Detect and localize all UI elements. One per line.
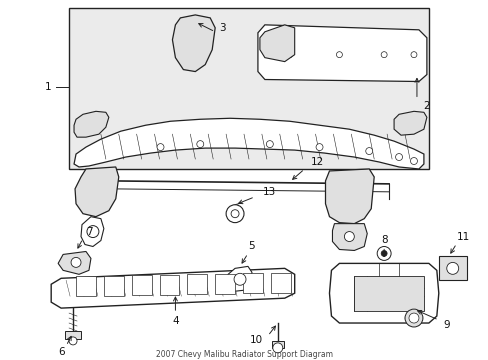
Polygon shape	[227, 266, 251, 291]
Text: 8: 8	[380, 234, 386, 244]
Polygon shape	[74, 118, 423, 169]
Bar	[354, 276, 423, 311]
Polygon shape	[329, 264, 438, 323]
Text: 6: 6	[58, 347, 64, 357]
Bar	[271, 341, 283, 348]
Circle shape	[446, 262, 458, 274]
Bar	[215, 274, 235, 294]
Polygon shape	[260, 25, 294, 62]
Circle shape	[409, 158, 417, 165]
Circle shape	[380, 52, 386, 58]
Bar	[270, 273, 290, 293]
Circle shape	[344, 231, 354, 242]
Bar	[187, 274, 207, 294]
Polygon shape	[81, 217, 103, 247]
Circle shape	[234, 273, 245, 285]
Circle shape	[315, 144, 323, 150]
Text: 5: 5	[248, 242, 255, 252]
Bar	[243, 273, 263, 293]
Circle shape	[225, 205, 244, 222]
Circle shape	[376, 247, 390, 260]
Text: 7: 7	[85, 226, 92, 237]
Bar	[69, 8, 428, 169]
Polygon shape	[51, 268, 294, 308]
Polygon shape	[75, 167, 119, 217]
Text: 3: 3	[218, 23, 225, 33]
Bar	[438, 256, 466, 280]
Polygon shape	[74, 111, 109, 137]
Text: 12: 12	[310, 157, 324, 167]
Polygon shape	[332, 224, 366, 251]
Circle shape	[410, 52, 416, 58]
Polygon shape	[58, 252, 91, 274]
Circle shape	[286, 52, 292, 58]
Bar	[131, 275, 151, 295]
Polygon shape	[172, 15, 215, 72]
Circle shape	[71, 257, 81, 267]
Polygon shape	[325, 169, 373, 224]
Bar	[76, 276, 96, 296]
Circle shape	[231, 210, 239, 218]
Circle shape	[196, 141, 203, 148]
Circle shape	[408, 313, 418, 323]
Circle shape	[365, 148, 372, 154]
Polygon shape	[393, 111, 426, 135]
Text: 1: 1	[45, 82, 51, 93]
Text: 4: 4	[172, 316, 179, 326]
Text: 9: 9	[443, 320, 449, 330]
Circle shape	[395, 154, 402, 161]
Circle shape	[272, 343, 282, 353]
Circle shape	[266, 141, 273, 148]
Circle shape	[157, 144, 163, 150]
Circle shape	[404, 309, 422, 327]
Bar	[159, 275, 179, 295]
Circle shape	[69, 337, 77, 345]
Bar	[65, 331, 81, 339]
Text: 2: 2	[423, 102, 429, 111]
Text: 2007 Chevy Malibu Radiator Support Diagram: 2007 Chevy Malibu Radiator Support Diagr…	[155, 350, 332, 359]
Bar	[103, 276, 123, 296]
Text: 13: 13	[263, 187, 276, 197]
Text: 10: 10	[249, 335, 262, 345]
Circle shape	[87, 226, 99, 238]
Circle shape	[336, 52, 342, 58]
Circle shape	[380, 251, 386, 256]
Polygon shape	[257, 25, 426, 81]
Text: 11: 11	[456, 231, 469, 242]
